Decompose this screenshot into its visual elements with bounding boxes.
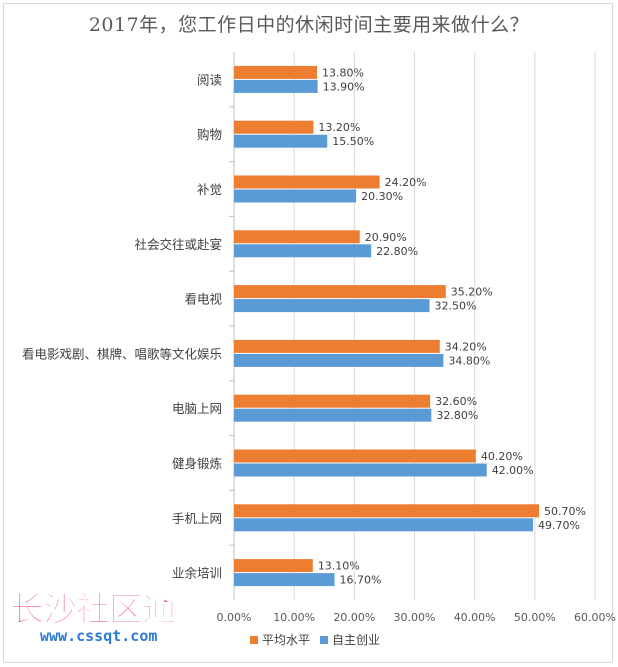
legend-swatch [320, 636, 328, 644]
bar [234, 189, 357, 203]
bar [234, 463, 487, 477]
legend-swatch [250, 636, 258, 644]
x-tick-label: 50.00% [514, 611, 556, 624]
data-label: 34.20% [445, 340, 487, 353]
data-label: 16.70% [339, 574, 381, 587]
bar [234, 175, 380, 189]
data-label: 49.70% [538, 519, 580, 532]
x-tick-label: 60.00% [574, 611, 616, 624]
data-label: 34.80% [448, 354, 490, 367]
x-tick-label: 0.00% [217, 611, 252, 624]
data-label: 32.50% [435, 300, 477, 313]
data-label: 22.80% [376, 245, 418, 258]
data-label: 32.60% [435, 395, 477, 408]
data-label: 42.00% [492, 464, 534, 477]
legend-label: 平均水平 [262, 633, 310, 647]
category-label: 健身锻炼 [172, 456, 222, 471]
bar [234, 518, 534, 532]
data-label: 15.50% [332, 135, 374, 148]
x-tick-label: 30.00% [394, 611, 436, 624]
chart-frame [3, 3, 613, 663]
category-label: 购物 [197, 127, 222, 142]
bar [234, 559, 313, 573]
category-label: 看电影戏剧、棋牌、唱歌等文化娱乐 [22, 346, 222, 361]
bar [234, 65, 318, 79]
data-label: 13.90% [323, 80, 365, 93]
data-label: 13.20% [318, 121, 360, 134]
bar [234, 134, 328, 148]
bar [234, 573, 335, 587]
bar [234, 285, 446, 299]
bar [234, 79, 318, 93]
category-label: 阅读 [197, 72, 222, 87]
x-tick-label: 20.00% [333, 611, 375, 624]
data-label: 13.80% [322, 66, 364, 79]
data-label: 32.80% [436, 409, 478, 422]
category-label: 电脑上网 [172, 401, 222, 416]
bar [234, 230, 360, 244]
bar [234, 408, 432, 422]
data-label: 24.20% [385, 176, 427, 189]
data-label: 50.70% [544, 505, 586, 518]
legend-label: 自主创业 [332, 633, 380, 647]
category-label: 看电视 [184, 292, 222, 307]
chart-title: 2017年，您工作日中的休闲时间主要用来做什么？ [88, 14, 530, 36]
category-label: 补觉 [197, 182, 222, 197]
data-label: 20.30% [361, 190, 403, 203]
data-label: 20.90% [365, 231, 407, 244]
bar [234, 353, 444, 367]
x-tick-label: 10.00% [273, 611, 315, 624]
data-label: 13.10% [318, 560, 360, 573]
category-label: 手机上网 [172, 511, 222, 526]
data-label: 35.20% [451, 286, 493, 299]
bar [234, 504, 540, 518]
category-label: 社会交往或赴宴 [134, 237, 222, 252]
x-tick-label: 40.00% [454, 611, 496, 624]
category-label: 业余培训 [172, 566, 222, 581]
data-label: 40.20% [481, 450, 523, 463]
bar [234, 120, 314, 134]
bar [234, 299, 430, 313]
bar [234, 339, 440, 353]
bar [234, 394, 431, 408]
bar [234, 244, 372, 258]
bar [234, 449, 476, 463]
